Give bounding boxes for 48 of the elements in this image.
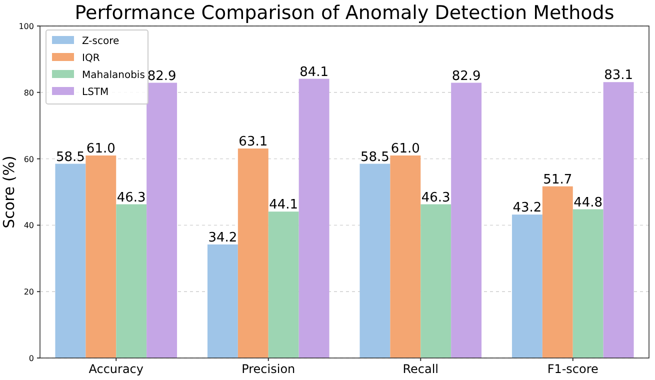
bar: [207, 244, 238, 358]
data-label: 58.5: [56, 150, 85, 165]
bar: [238, 148, 268, 358]
legend-label: Mahalanobis: [82, 70, 145, 81]
bar: [55, 164, 86, 358]
x-tick-label: Recall: [402, 362, 439, 376]
data-label: 61.0: [86, 141, 116, 156]
bar: [420, 204, 452, 358]
legend-label: IQR: [82, 53, 100, 64]
legend-label: LSTM: [82, 87, 109, 98]
bar: [298, 78, 330, 358]
data-label: 44.8: [574, 195, 603, 210]
data-label: 82.9: [452, 68, 481, 84]
bar: [86, 155, 116, 358]
bar: [360, 164, 390, 358]
bar: [146, 82, 178, 358]
bar: [542, 186, 573, 358]
bar: [512, 214, 542, 358]
x-tick-label: F1-score: [547, 362, 598, 376]
data-label: 58.5: [360, 150, 390, 165]
data-label: 83.1: [604, 68, 634, 84]
legend-label: Z-score: [82, 36, 120, 47]
chart-title: Performance Comparison of Anomaly Detection Methods: [74, 2, 614, 24]
data-label: 46.3: [116, 190, 146, 206]
y-tick-label: 60: [24, 154, 34, 164]
bar: [572, 209, 604, 358]
data-label: 43.2: [512, 200, 542, 216]
data-label: 61.0: [390, 141, 420, 156]
data-label: 84.1: [300, 64, 329, 80]
bar: [603, 82, 634, 358]
y-tick-label: 80: [24, 88, 34, 98]
y-tick-label: 0: [28, 354, 34, 363]
y-tick-label: 20: [24, 288, 34, 297]
data-label: 44.1: [269, 198, 298, 213]
data-label: 51.7: [543, 172, 572, 188]
data-label: 82.9: [147, 68, 176, 84]
bar: [268, 212, 299, 358]
data-label: 63.1: [238, 134, 268, 150]
data-label: 46.3: [421, 190, 450, 206]
x-tick-label: Precision: [242, 362, 296, 376]
bar: [390, 155, 421, 358]
data-label: 34.2: [208, 230, 238, 246]
y-tick-label: 40: [24, 221, 34, 230]
bar: [451, 82, 482, 358]
y-tick-label: 100: [18, 22, 34, 31]
y-axis-title: Score (%): [0, 156, 18, 228]
x-tick-label: Accuracy: [88, 362, 144, 376]
bar: [116, 204, 147, 358]
